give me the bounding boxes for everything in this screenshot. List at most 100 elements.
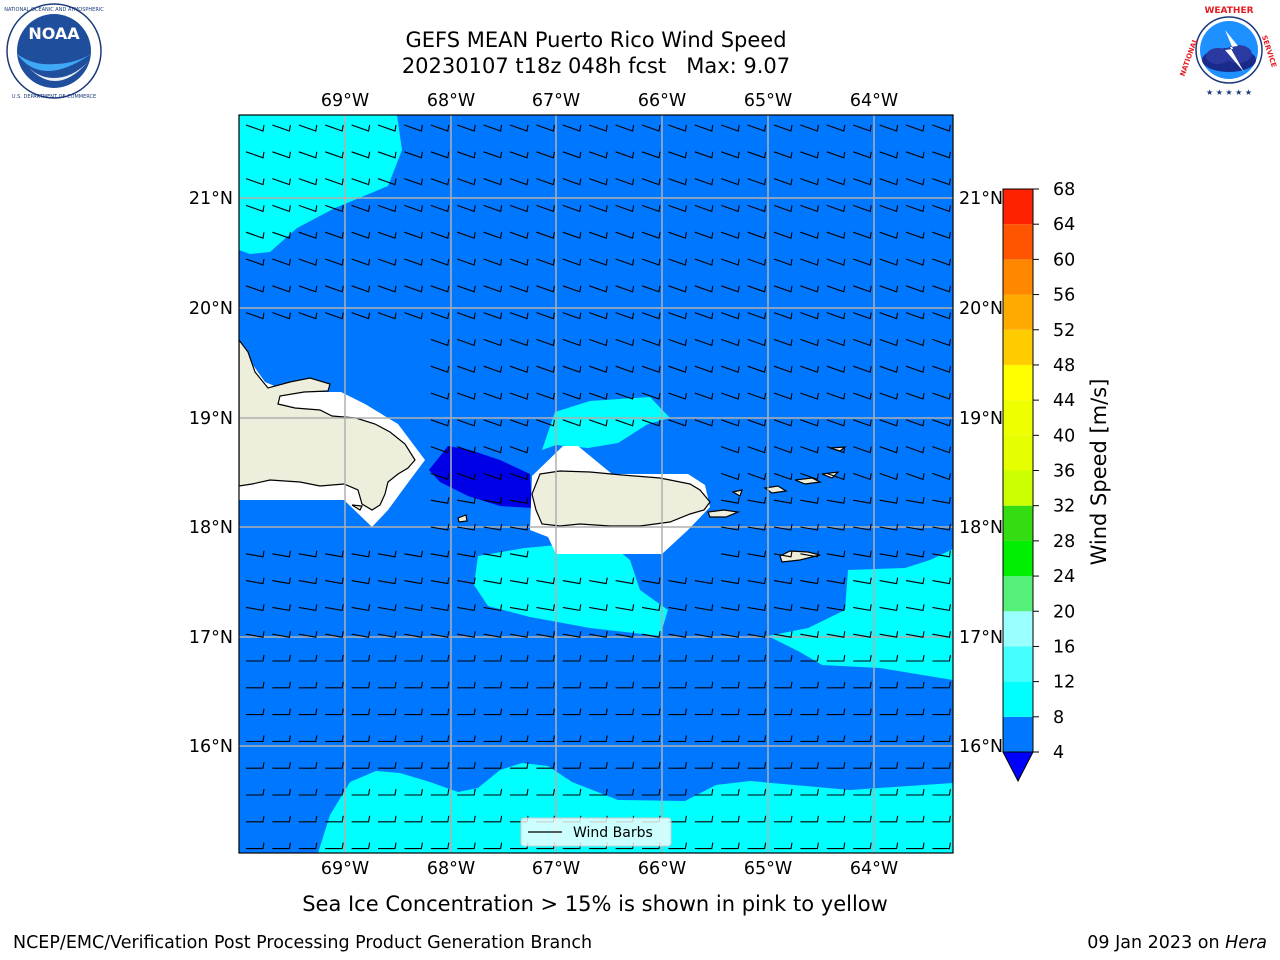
wind-barb [430,472,450,481]
wind-barb [351,178,371,186]
sea-ice-note: Sea Ice Concentration > 15% is shown in … [302,892,888,916]
wind-barb [747,788,767,796]
wind-barb [351,708,371,716]
wind-barb [536,204,555,213]
wind-barb [668,842,687,850]
wind-barb [509,392,529,400]
colorbar-segment [1003,329,1033,365]
wind-barb [272,231,291,239]
wind-barb [721,312,740,320]
wind-barb [721,338,740,347]
wind-barb [536,708,555,716]
footer-date: 09 Jan 2023 on Hera [1087,931,1267,955]
wind-barb [879,392,899,400]
wind-barb [298,204,318,213]
wind-barb [404,735,423,742]
colorbar-tick-label: 12 [1053,673,1075,693]
lon-label-top: 68°W [427,91,475,111]
wind-barb [747,497,767,504]
wind-barb [774,788,793,796]
wind-barb [747,681,767,689]
wind-barb [562,258,582,266]
wind-barb [536,338,555,347]
wind-barb [641,231,661,239]
wind-barb [879,577,899,585]
wind-barb [694,365,714,373]
colorbar-tick-label: 56 [1053,286,1075,306]
lon-label-bottom: 67°W [532,859,580,879]
wind-barb [826,681,846,689]
wind-barb [615,338,635,347]
wind-barb [932,681,951,689]
wind-barb [853,285,872,293]
wind-barb [773,577,793,585]
wind-barb [404,842,423,850]
wind-barb [562,788,582,796]
wind-barb [325,708,344,716]
footer-date-text: 09 Jan 2023 on [1087,933,1226,953]
wind-barb [589,178,608,186]
lat-label-left: 17°N [189,628,233,648]
wind-barb [694,338,714,347]
wind-barb [536,285,555,293]
wind-barb [509,523,529,531]
wind-barb [404,815,423,823]
wind-barb [246,708,265,716]
wind-barb [325,788,344,796]
wind-barb [589,204,608,213]
svg-text:WEATHER: WEATHER [1204,6,1253,16]
wind-barb [509,338,529,347]
wind-barb [404,204,423,213]
footer-host: Hera [1225,933,1267,953]
wind-barb [351,604,371,612]
wind-barb [536,631,555,638]
wind-barb [694,654,714,662]
wind-barb [932,497,951,504]
wind-barb [509,419,529,427]
wind-barb [483,258,503,266]
wind-barb [774,735,793,742]
map-frame [238,114,954,854]
wind-barb [641,365,661,373]
wind-barb [906,681,925,689]
wind-barb [773,419,793,427]
wind-barb [325,178,344,186]
wind-barb [430,178,450,186]
wind-barb [430,258,450,266]
wind-barb [430,204,450,213]
wind-barb [483,735,503,742]
wind-barb [826,258,846,266]
wind-barb [905,151,925,159]
wind-barb [853,365,872,373]
wind-barb [272,204,291,213]
wind-barb [298,151,318,159]
wind-barb [905,523,925,531]
wind-barb [457,735,476,742]
wind-barb [906,762,925,769]
wind-barb [800,285,819,293]
wind-barb [589,708,608,716]
wind-barb [483,204,503,213]
wind-barb [404,654,423,662]
wind-barb [457,312,476,320]
wind-barb [853,842,872,850]
wind-barb [826,419,846,427]
wind-barb [404,631,423,638]
wind-barb [351,654,371,662]
wind-barb [351,631,371,638]
wind-barb [377,550,397,558]
wind-barb [879,762,899,769]
wind-barb [800,842,819,850]
wind-barb [615,258,635,266]
wind-barb [509,446,529,454]
wind-barb [457,446,476,454]
wind-barb [747,550,767,558]
wind-barb [747,258,767,266]
wind-barb [272,631,291,638]
wind-barb [457,178,476,186]
wind-barb [932,258,951,266]
wind-barb [773,604,793,612]
wind-barb [615,604,635,612]
wind-barb [747,762,767,769]
